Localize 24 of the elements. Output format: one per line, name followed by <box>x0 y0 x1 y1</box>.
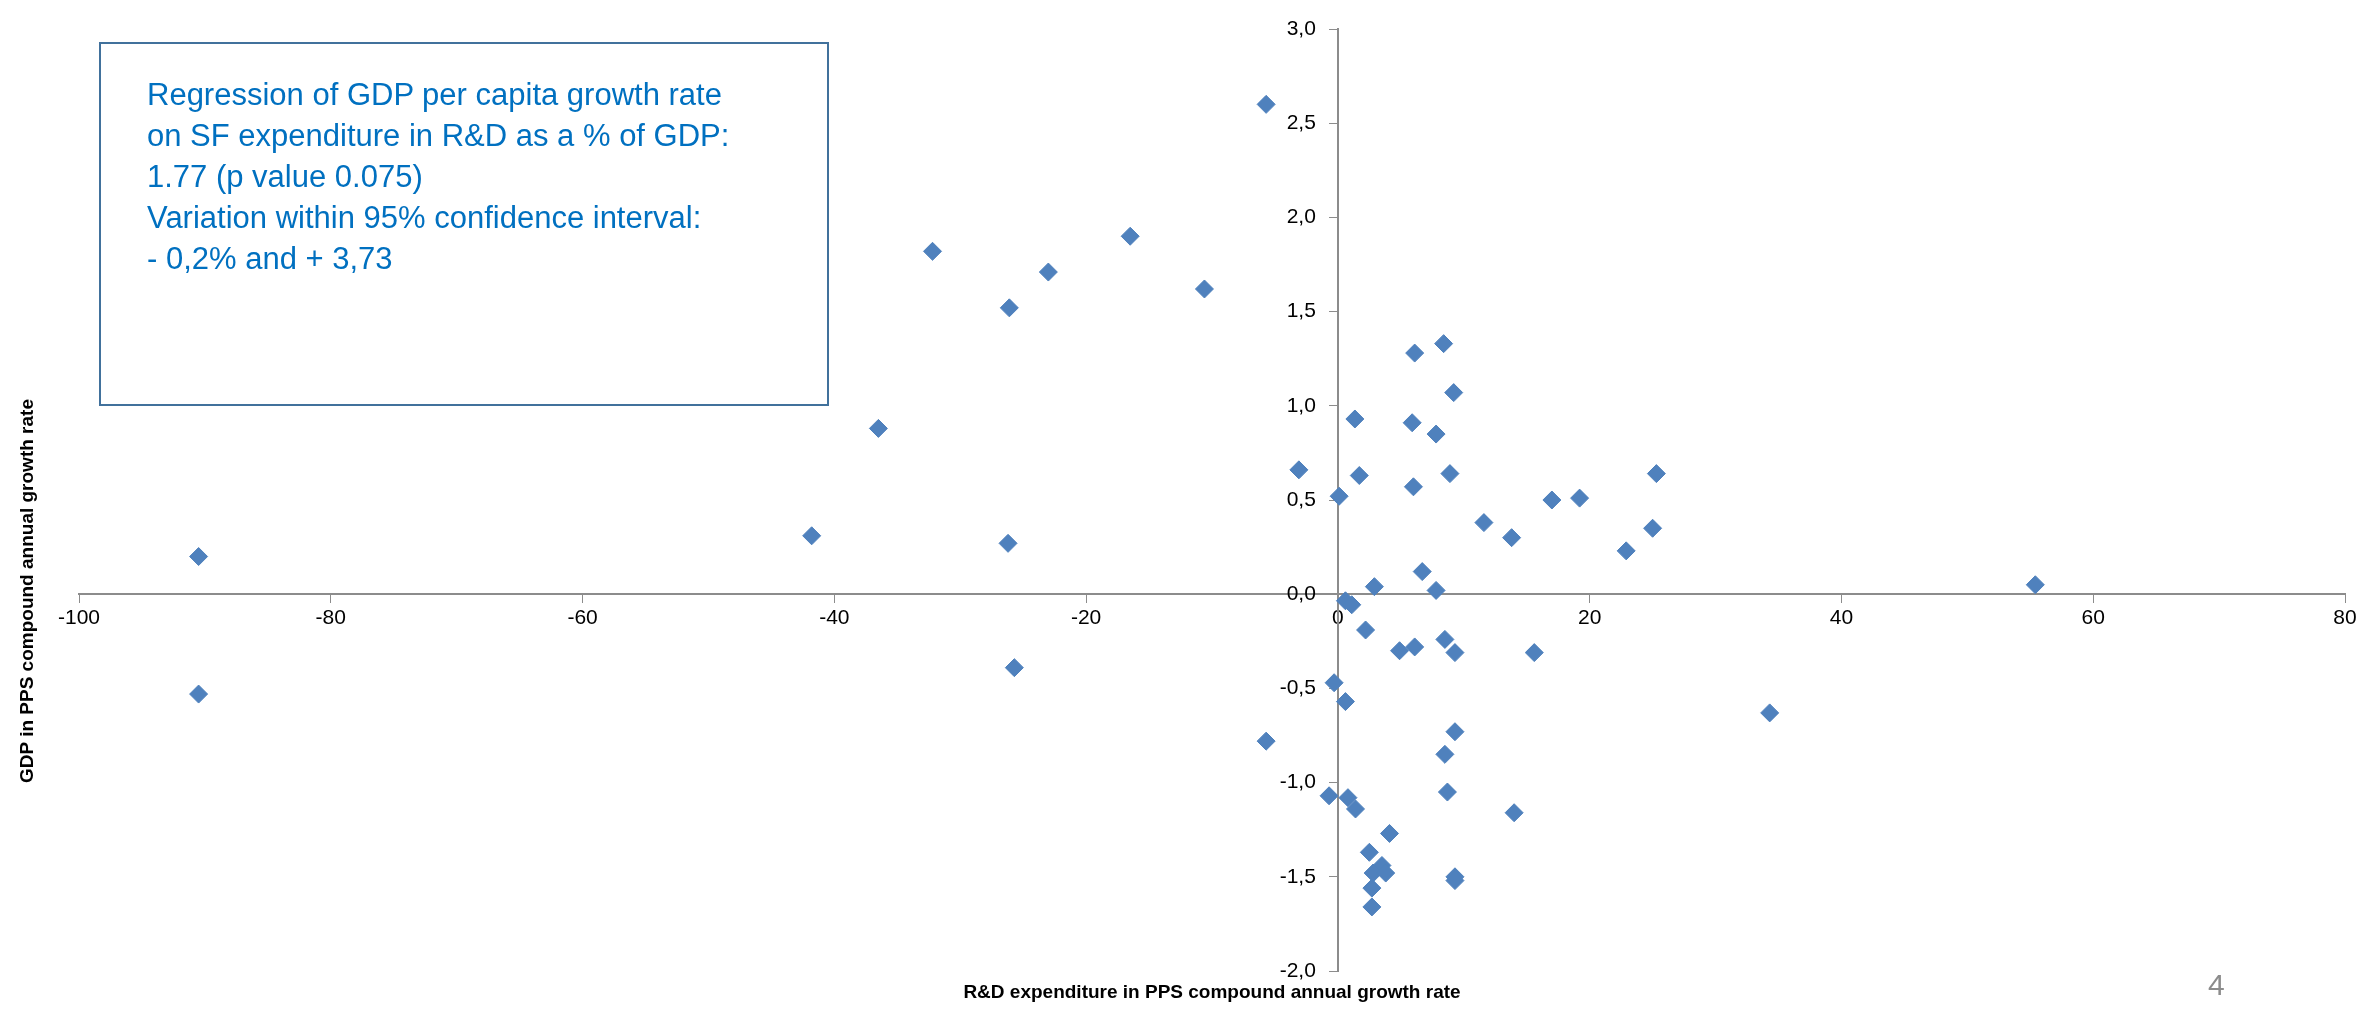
annotation: 4 <box>2208 968 2225 1002</box>
x-tick-label: 80 <box>2333 604 2357 628</box>
y-tick-label: 2,5 <box>1286 110 1316 133</box>
x-axis-title: R&D expenditure in PPS compound annual growth rate <box>963 981 1461 1003</box>
y-tick-label: 1,0 <box>1286 392 1316 416</box>
y-tick-label: 1,5 <box>1286 298 1316 322</box>
y-tick-label: -0,5 <box>1279 675 1316 699</box>
annotation: Regression of GDP per capita growth rate on SF expenditure in R&D as a % of GDP: 1.77 (p value 0.075) Variation within 95% confidence interval: - 0,2% and + 3,73 <box>99 42 829 406</box>
y-tick-label: 2,0 <box>1286 204 1316 228</box>
y-tick-label: -1,0 <box>1279 769 1316 793</box>
x-tick-label: -60 <box>567 604 598 628</box>
x-tick-label: -40 <box>819 604 850 628</box>
x-tick-label: 20 <box>1577 604 1602 628</box>
y-tick-label: 0,5 <box>1286 486 1316 510</box>
x-tick-label: -100 <box>57 604 101 628</box>
x-tick-label: -20 <box>1070 604 1102 628</box>
y-tick-label: -1,5 <box>1279 863 1316 887</box>
x-tick-label: 60 <box>2081 604 2105 628</box>
y-tick-label: 0,0 <box>1286 581 1316 604</box>
y-tick-label: -2,0 <box>1279 957 1316 981</box>
y-tick-label: 3,0 <box>1286 15 1316 39</box>
y-axis-title: GDP in PPS compound annual growth rate <box>16 399 38 783</box>
x-tick-label: 40 <box>1829 604 1854 628</box>
x-tick-label: -80 <box>315 604 346 628</box>
